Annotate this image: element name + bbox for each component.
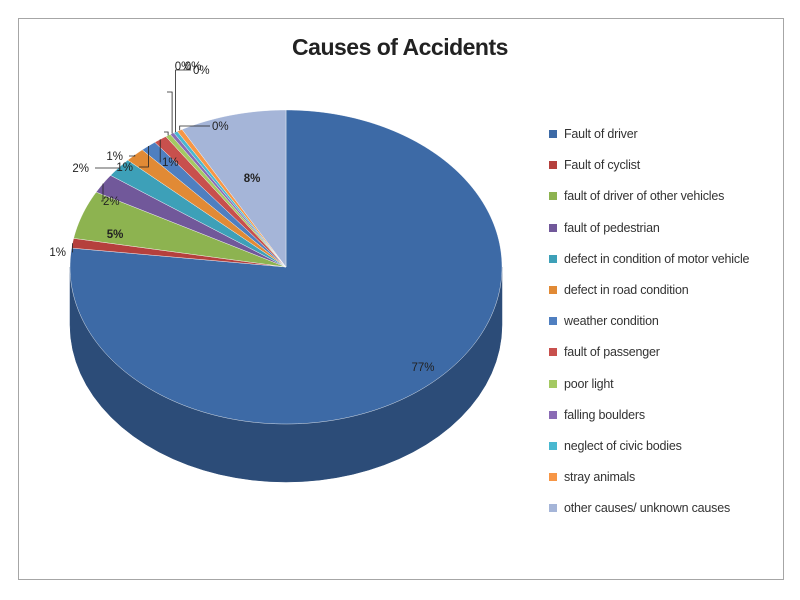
legend-item-8: poor light [549, 374, 614, 394]
slice-label-4: 2% [72, 163, 89, 175]
legend-label-11: stray animals [564, 470, 636, 485]
legend-label-8: poor light [564, 376, 614, 391]
legend-label-9: falling boulders [564, 407, 645, 422]
legend-label-4: defect in condition of motor vehicle [564, 251, 750, 266]
legend-item-10: neglect of civic bodies [549, 436, 682, 456]
legend-swatch-3 [549, 223, 557, 232]
pie-slice-12 [181, 109, 287, 268]
slice-label-3: 2% [103, 196, 120, 208]
slice-label-0: 77% [411, 362, 434, 374]
pie-labels: 77%1%5%2%2%1%1% 1%0%0%0%0%8% [49, 61, 434, 374]
legend-swatch-11 [549, 473, 557, 482]
legend-label-2: fault of driver of other vehicles [564, 189, 725, 204]
legend-item-4: defect in condition of motor vehicle [549, 249, 749, 269]
slice-label-10: 0% [193, 65, 210, 77]
legend-item-11: stray animals [549, 467, 635, 487]
slice-label-12: 8% [244, 173, 261, 185]
legend-label-6: weather condition [564, 314, 659, 329]
slice-label-6: 1% [116, 162, 133, 174]
pie-slice-4 [110, 159, 287, 268]
leader-line-6 [139, 146, 149, 168]
legend-swatch-4 [549, 254, 557, 263]
legend-swatch-1 [549, 161, 557, 170]
legend-label-3: fault of pedestrian [564, 220, 660, 235]
legend-swatch-9 [549, 410, 557, 419]
legend-item-0: Fault of driver [549, 124, 638, 144]
pie-slice-2 [73, 191, 287, 268]
slice-label-5: 1% [106, 151, 123, 163]
legend-swatch-5 [549, 286, 557, 294]
legend-label-5: defect in road condition [564, 283, 689, 297]
slice-label-11: 0% [212, 121, 229, 133]
legend-label-12: other causes/ unknown causes [564, 501, 731, 516]
legend-item-2: fault of driver of other vehicles [549, 186, 724, 206]
leader-line-9 [167, 91, 173, 134]
legend-label-0: Fault of driver [564, 127, 638, 141]
legend-item-3: fault of pedestrian [549, 218, 660, 238]
leader-line-11 [179, 125, 210, 131]
legend-swatch-0 [549, 130, 557, 138]
legend-label-1: Fault of cyclist [564, 158, 640, 173]
legend-swatch-2 [549, 192, 557, 201]
slice-label-7: 1% [162, 157, 179, 169]
slice-label-1: 1% [49, 247, 66, 259]
pie-slice-3 [95, 175, 287, 268]
legend-item-1: Fault of cyclist [549, 155, 640, 175]
legend-item-5: defect in road condition [549, 280, 689, 300]
legend-item-6: weather condition [549, 311, 659, 331]
legend-swatch-8 [549, 379, 557, 388]
leader-line-8 [164, 131, 169, 136]
legend-label-7: fault of passenger [564, 345, 660, 360]
legend-item-7: fault of passenger [549, 342, 660, 362]
legend-item-9: falling boulders [549, 405, 645, 425]
leader-line-5 [129, 154, 136, 157]
legend-swatch-10 [549, 442, 557, 450]
legend-label-10: neglect of civic bodies [564, 439, 682, 453]
legend-swatch-7 [549, 348, 557, 357]
slice-label-2: 5% [107, 229, 124, 241]
pie-slices [69, 109, 503, 425]
legend-item-12: other causes/ unknown causes [549, 498, 730, 518]
chart-title: Causes of Accidents [292, 34, 508, 60]
leader-line-10 [175, 69, 191, 133]
legend-swatch-6 [549, 317, 557, 326]
legend-swatch-12 [549, 504, 557, 513]
leader-line-3 [101, 183, 104, 202]
leader-line-1 [72, 243, 73, 253]
